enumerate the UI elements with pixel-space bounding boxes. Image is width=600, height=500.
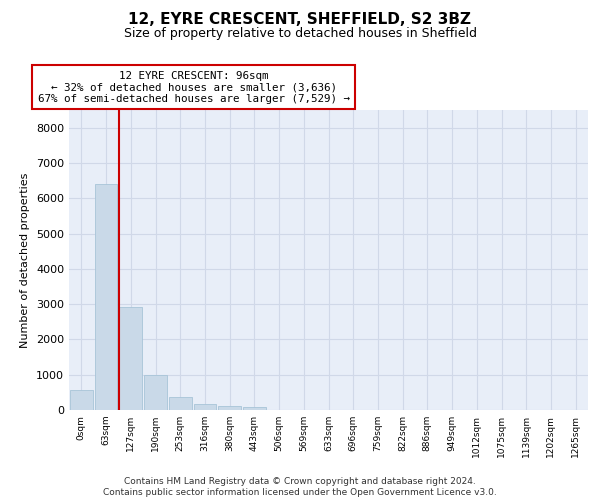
- Text: Size of property relative to detached houses in Sheffield: Size of property relative to detached ho…: [124, 28, 476, 40]
- Bar: [95, 184, 118, 410]
- Bar: [243, 408, 266, 410]
- Text: Contains HM Land Registry data © Crown copyright and database right 2024.: Contains HM Land Registry data © Crown c…: [124, 476, 476, 486]
- Text: 12, EYRE CRESCENT, SHEFFIELD, S2 3BZ: 12, EYRE CRESCENT, SHEFFIELD, S2 3BZ: [128, 12, 472, 28]
- Bar: [119, 307, 142, 410]
- Bar: [70, 390, 93, 410]
- Text: 12 EYRE CRESCENT: 96sqm
← 32% of detached houses are smaller (3,636)
67% of semi: 12 EYRE CRESCENT: 96sqm ← 32% of detache…: [38, 71, 350, 104]
- Bar: [194, 404, 216, 410]
- Bar: [144, 376, 167, 410]
- Y-axis label: Number of detached properties: Number of detached properties: [20, 172, 31, 348]
- Bar: [218, 406, 241, 410]
- Text: Contains public sector information licensed under the Open Government Licence v3: Contains public sector information licen…: [103, 488, 497, 497]
- Bar: [169, 398, 191, 410]
